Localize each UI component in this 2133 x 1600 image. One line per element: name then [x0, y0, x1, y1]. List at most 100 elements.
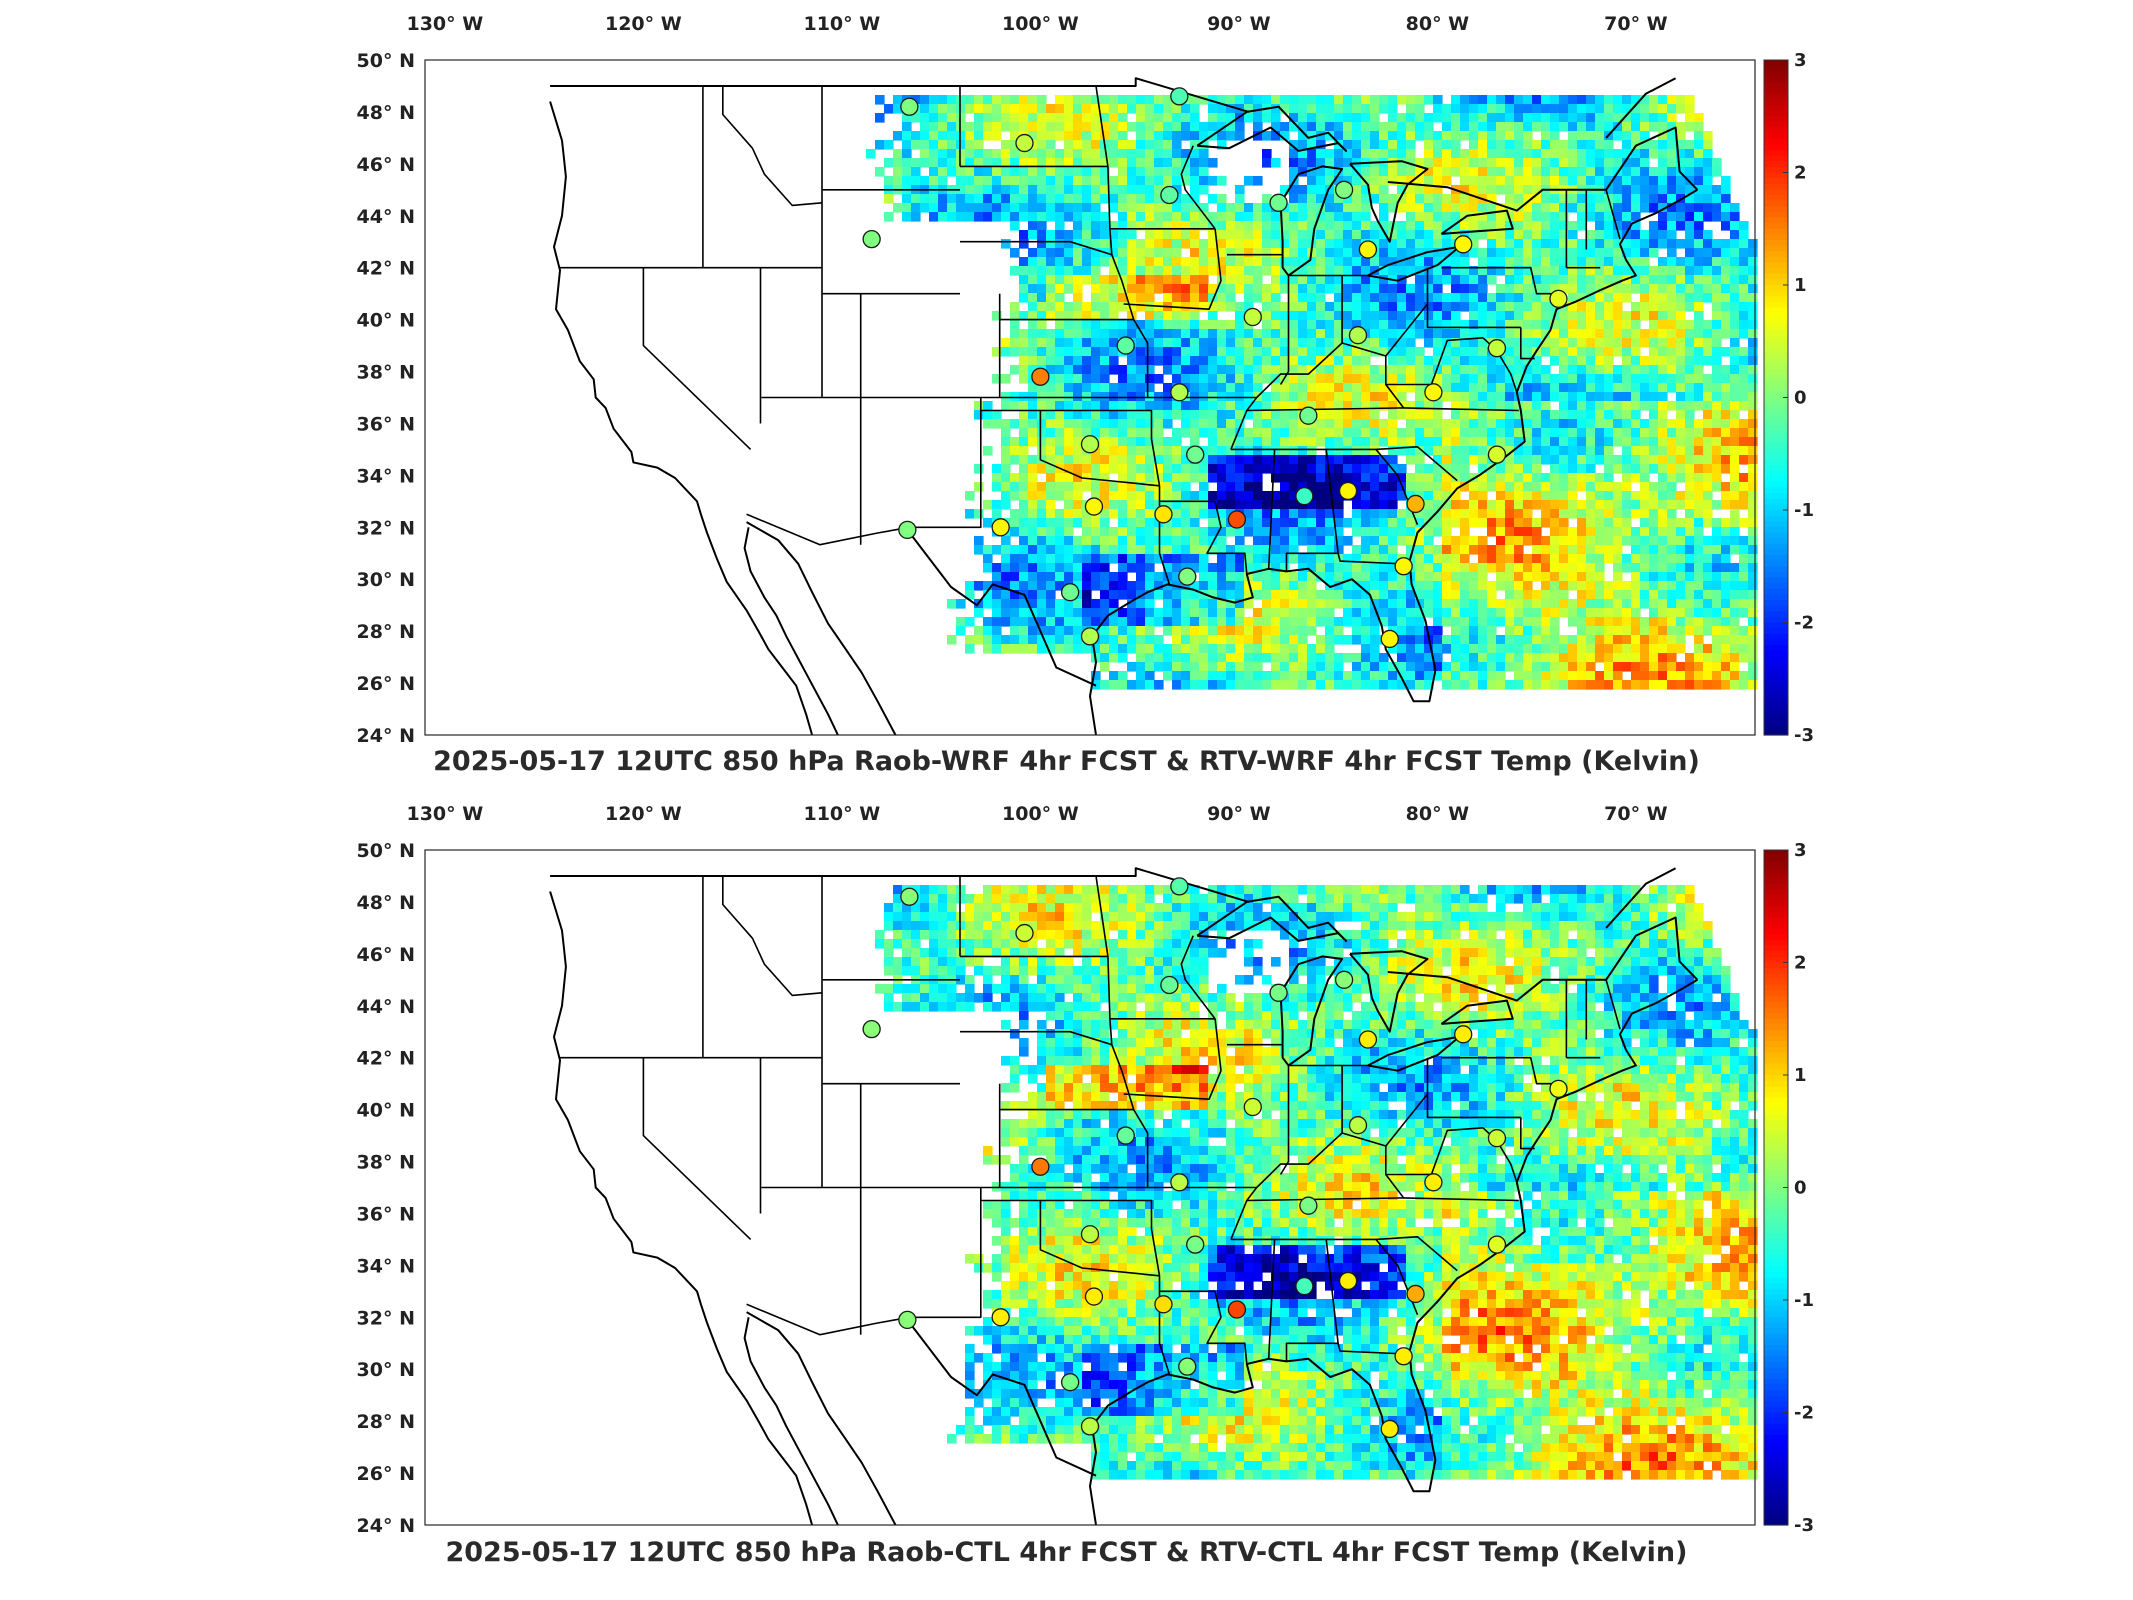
- latitude-tick-label: 26° N: [357, 673, 415, 695]
- raob-station-marker: [1154, 505, 1173, 524]
- great-lake-outline: [1440, 209, 1514, 235]
- raob-station-marker: [1015, 133, 1034, 153]
- longitude-tick-label: 100° W: [1002, 13, 1079, 35]
- mexico-coastline: [746, 1311, 897, 1526]
- state-boundary: [1040, 409, 1161, 486]
- colorbar-tick-label: 1: [1794, 275, 1807, 296]
- st-lawrence-outline: [1605, 77, 1677, 139]
- state-boundary: [1133, 319, 1258, 450]
- boundaries: [549, 867, 1699, 1526]
- latitude-tick-label: 34° N: [357, 465, 415, 487]
- raob-stations: [862, 87, 1568, 649]
- raob-station-marker: [1060, 583, 1080, 602]
- colorbar-tick-label: 3: [1794, 50, 1807, 71]
- panel-bottom: 130° W 120° W 110° W 100° W 90° W 80° W 70° W 5…: [0, 790, 2133, 1590]
- temperature-difference-field: [866, 95, 1758, 690]
- raob-station-marker: [1334, 180, 1354, 199]
- west-coastline: [549, 101, 814, 736]
- raob-station-marker: [1454, 1025, 1473, 1044]
- raob-station-marker: [1186, 445, 1205, 464]
- state-boundary: [1385, 303, 1429, 357]
- canada-border-east: [1387, 916, 1699, 1002]
- latitude-tick-label: 40° N: [357, 310, 415, 332]
- great-lake-outline: [1349, 950, 1429, 1033]
- colorbar-tick-label: -1: [1794, 500, 1814, 521]
- raob-station-marker: [1424, 1173, 1443, 1192]
- raob-station-marker: [991, 1308, 1010, 1327]
- baja-coastline: [743, 1317, 839, 1526]
- state-boundary: [1326, 1236, 1458, 1272]
- state-boundary: [746, 1187, 982, 1336]
- west-coastline: [549, 891, 814, 1526]
- longitude-tick-label: 90° W: [1207, 13, 1271, 35]
- raob-station-marker: [1295, 487, 1314, 506]
- raob-station-marker: [1031, 1157, 1050, 1176]
- rio-grande-border: [908, 531, 1097, 687]
- state-boundary: [960, 1030, 1113, 1046]
- raob-station-marker: [1487, 1129, 1507, 1148]
- state-boundary: [1605, 189, 1621, 240]
- raob-stations: [862, 877, 1568, 1439]
- state-boundary: [1133, 1109, 1258, 1240]
- latitude-tick-label: 32° N: [357, 517, 415, 539]
- latitude-tick-label: 36° N: [357, 413, 415, 435]
- latitude-tick-label: 50° N: [357, 50, 415, 72]
- great-lake-outline: [1196, 895, 1348, 942]
- raob-station-marker: [1406, 494, 1425, 514]
- longitude-labels: 130° W 120° W 110° W 100° W 90° W 80° W 70° W: [406, 803, 1667, 825]
- map-figure-bottom: 130° W 120° W 110° W 100° W 90° W 80° W 70° W 5…: [357, 803, 1814, 1537]
- raob-station-marker: [1487, 339, 1507, 358]
- raob-station-marker: [1380, 1419, 1399, 1439]
- raob-station-marker: [1334, 970, 1354, 989]
- raob-station-marker: [1424, 383, 1443, 402]
- great-lake-outline: [1349, 160, 1429, 243]
- raob-station-marker: [1243, 307, 1262, 327]
- panel-title-top: 2025-05-17 12UTC 850 hPa Raob-WRF 4hr FC…: [433, 746, 1700, 777]
- latitude-tick-label: 24° N: [357, 1515, 415, 1537]
- state-boundary: [1605, 979, 1621, 1030]
- latitude-labels: 50° N 48° N 46° N 44° N 42° N 40° N 38° N 36° N…: [357, 50, 415, 747]
- raob-station-marker: [1170, 87, 1189, 106]
- raob-station-marker: [1084, 1287, 1104, 1306]
- latitude-tick-label: 48° N: [357, 892, 415, 914]
- raob-station-marker: [1454, 235, 1473, 254]
- colorbar-tick-label: 1: [1794, 1065, 1807, 1086]
- state-boundary: [1385, 337, 1484, 386]
- raob-station-marker: [1299, 1196, 1318, 1215]
- raob-station-marker: [1227, 510, 1247, 529]
- raob-station-marker: [1060, 1373, 1080, 1392]
- raob-station-marker: [1080, 1417, 1100, 1436]
- raob-station-marker: [1549, 289, 1568, 308]
- raob-station-marker: [1394, 557, 1413, 576]
- raob-station-marker: [1160, 975, 1179, 995]
- raob-station-marker: [1299, 406, 1318, 425]
- colorbar-tick-label: -2: [1794, 1403, 1814, 1424]
- raob-station-marker: [1031, 367, 1050, 386]
- raob-station-marker: [1549, 1079, 1568, 1098]
- latitude-tick-label: 50° N: [357, 840, 415, 862]
- map-layer: [425, 850, 1758, 1526]
- state-boundary: [960, 240, 1113, 256]
- longitude-tick-label: 130° W: [406, 13, 483, 35]
- state-boundary: [1040, 1199, 1161, 1276]
- state-boundary: [1206, 1291, 1248, 1365]
- canada-border: [550, 867, 1250, 903]
- state-boundary: [1123, 228, 1222, 310]
- raob-station-marker: [1358, 240, 1378, 259]
- raob-station-marker: [991, 518, 1010, 537]
- raob-station-marker: [1154, 1295, 1173, 1314]
- temperature-difference-field: [875, 885, 1758, 1480]
- longitude-tick-label: 80° W: [1406, 13, 1470, 35]
- latitude-tick-label: 26° N: [357, 1463, 415, 1485]
- raob-station-marker: [900, 887, 919, 906]
- state-boundary: [1426, 267, 1521, 329]
- latitude-tick-label: 42° N: [357, 1048, 415, 1070]
- longitude-tick-label: 120° W: [605, 803, 682, 825]
- state-boundary: [980, 1199, 1160, 1277]
- state-boundary: [1123, 1018, 1222, 1100]
- raob-station-marker: [1227, 1300, 1247, 1319]
- colorbar-tick-label: 2: [1794, 953, 1807, 974]
- colorbar: 3 2 1 0 -1 -2 -3: [1763, 840, 1814, 1536]
- colorbar-tick-label: 3: [1794, 840, 1807, 861]
- raob-station-marker: [900, 97, 919, 116]
